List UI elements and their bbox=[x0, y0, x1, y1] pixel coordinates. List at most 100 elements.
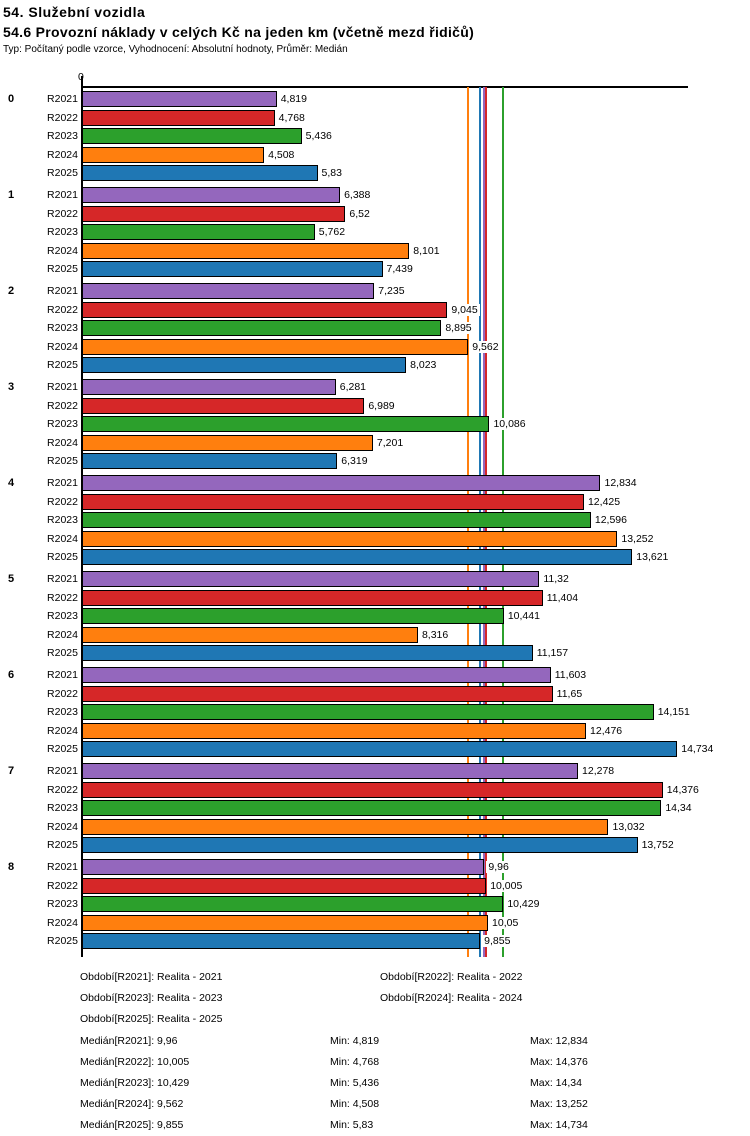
group-label: 7 bbox=[8, 765, 15, 777]
series-label: R2024 bbox=[47, 340, 78, 353]
series-label: R2022 bbox=[47, 783, 78, 796]
bar-5-R2024 bbox=[82, 626, 418, 643]
bar-8-R2022 bbox=[82, 877, 487, 894]
bar-value-label: 5,436 bbox=[303, 130, 334, 143]
series-label: R2023 bbox=[47, 418, 78, 431]
series-label: R2021 bbox=[47, 861, 78, 873]
bar-value-label: 10,05 bbox=[490, 916, 521, 929]
bar-value-label: 11,603 bbox=[552, 669, 589, 681]
bar-0-R2023 bbox=[82, 128, 302, 145]
series-label: R2021 bbox=[47, 573, 78, 585]
x-axis-origin-label: 0 bbox=[78, 71, 84, 83]
series-label: R2022 bbox=[47, 687, 78, 700]
bar-value-label: 7,439 bbox=[384, 263, 415, 276]
group-label: 5 bbox=[8, 573, 15, 585]
bar-value-label: 12,596 bbox=[592, 514, 629, 527]
bar-value-label: 4,508 bbox=[266, 148, 297, 161]
bar-8-R2024 bbox=[82, 914, 489, 931]
bar-5-R2021 bbox=[82, 571, 540, 587]
bar-7-R2024 bbox=[82, 818, 609, 835]
stat-min: Min: 5,436 bbox=[330, 1077, 380, 1089]
series-label: R2025 bbox=[47, 359, 78, 372]
bar-7-R2023 bbox=[82, 800, 662, 817]
bar-8-R2023 bbox=[82, 896, 504, 913]
series-label: R2024 bbox=[47, 724, 78, 737]
legend-item: Období[R2023]: Realita - 2023 bbox=[80, 992, 223, 1004]
bar-value-label: 12,425 bbox=[585, 495, 623, 508]
series-label: R2023 bbox=[47, 898, 78, 911]
bar-value-label: 10,005 bbox=[488, 879, 525, 892]
series-label: R2021 bbox=[47, 669, 78, 681]
bar-4-R2024 bbox=[82, 530, 618, 547]
bar-7-R2021 bbox=[82, 763, 579, 779]
bar-1-R2025 bbox=[82, 261, 383, 278]
bar-value-label: 13,252 bbox=[619, 532, 656, 545]
bar-0-R2022 bbox=[82, 109, 275, 126]
bar-4-R2025 bbox=[82, 549, 633, 566]
series-label: R2022 bbox=[47, 111, 78, 124]
series-label: R2025 bbox=[47, 935, 78, 948]
bar-value-label: 9,045 bbox=[449, 303, 480, 316]
bar-value-label: 6,989 bbox=[366, 399, 397, 412]
series-label: R2022 bbox=[47, 303, 78, 316]
bar-value-label: 4,819 bbox=[278, 93, 309, 105]
series-label: R2025 bbox=[47, 839, 78, 852]
group-label: 6 bbox=[8, 669, 15, 681]
group-label: 8 bbox=[8, 861, 15, 873]
stat-median: Medián[R2022]: 10,005 bbox=[80, 1056, 190, 1068]
bar-value-label: 12,476 bbox=[588, 724, 625, 737]
bar-1-R2022 bbox=[82, 205, 346, 222]
bar-value-label: 9,96 bbox=[486, 861, 511, 873]
stat-max: Max: 14,376 bbox=[530, 1056, 588, 1068]
stat-min: Min: 5,83 bbox=[330, 1119, 374, 1131]
bar-value-label: 9,855 bbox=[482, 935, 513, 948]
bar-2-R2022 bbox=[82, 301, 448, 318]
series-label: R2023 bbox=[47, 322, 78, 335]
series-label: R2022 bbox=[47, 207, 78, 220]
group-label: 4 bbox=[8, 477, 15, 489]
bar-2-R2024 bbox=[82, 338, 469, 355]
bar-3-R2021 bbox=[82, 379, 336, 395]
bar-8-R2021 bbox=[82, 859, 485, 875]
bar-value-label: 7,235 bbox=[376, 285, 407, 297]
bar-6-R2024 bbox=[82, 722, 587, 739]
bar-4-R2021 bbox=[82, 475, 601, 491]
bar-value-label: 8,316 bbox=[419, 628, 451, 641]
bar-value-label: 13,752 bbox=[639, 839, 676, 852]
group-label: 1 bbox=[8, 189, 15, 201]
bar-value-label: 10,429 bbox=[505, 898, 542, 911]
bar-value-label: 14,734 bbox=[679, 743, 716, 756]
bar-3-R2022 bbox=[82, 397, 365, 414]
series-label: R2023 bbox=[47, 226, 78, 239]
series-label: R2024 bbox=[47, 148, 78, 161]
report-section-title: 54. Služební vozidla bbox=[3, 4, 146, 20]
group-label: 2 bbox=[8, 285, 15, 297]
series-label: R2025 bbox=[47, 647, 78, 660]
series-label: R2022 bbox=[47, 399, 78, 412]
series-label: R2024 bbox=[47, 820, 78, 833]
bar-value-label: 6,281 bbox=[337, 381, 369, 393]
bar-5-R2025 bbox=[82, 645, 533, 662]
bar-value-label: 10,086 bbox=[491, 418, 528, 431]
stat-max: Max: 13,252 bbox=[530, 1098, 588, 1110]
x-axis-line bbox=[82, 86, 688, 88]
bar-2-R2023 bbox=[82, 320, 442, 337]
bar-6-R2021 bbox=[82, 667, 551, 683]
bar-3-R2024 bbox=[82, 434, 373, 451]
bar-4-R2023 bbox=[82, 512, 591, 529]
bar-value-label: 14,34 bbox=[663, 802, 694, 815]
stat-max: Max: 14,34 bbox=[530, 1077, 582, 1089]
bar-4-R2022 bbox=[82, 493, 584, 510]
series-label: R2022 bbox=[47, 591, 78, 604]
stat-median: Medián[R2021]: 9,96 bbox=[80, 1035, 178, 1047]
series-label: R2024 bbox=[47, 532, 78, 545]
stat-median: Medián[R2023]: 10,429 bbox=[80, 1077, 190, 1089]
bar-value-label: 11,65 bbox=[554, 687, 585, 700]
bar-7-R2025 bbox=[82, 837, 638, 854]
series-label: R2024 bbox=[47, 436, 78, 449]
bar-3-R2023 bbox=[82, 416, 490, 433]
bar-5-R2022 bbox=[82, 589, 543, 606]
stat-min: Min: 4,768 bbox=[330, 1056, 380, 1068]
series-label: R2023 bbox=[47, 706, 78, 719]
series-label: R2021 bbox=[47, 93, 78, 105]
